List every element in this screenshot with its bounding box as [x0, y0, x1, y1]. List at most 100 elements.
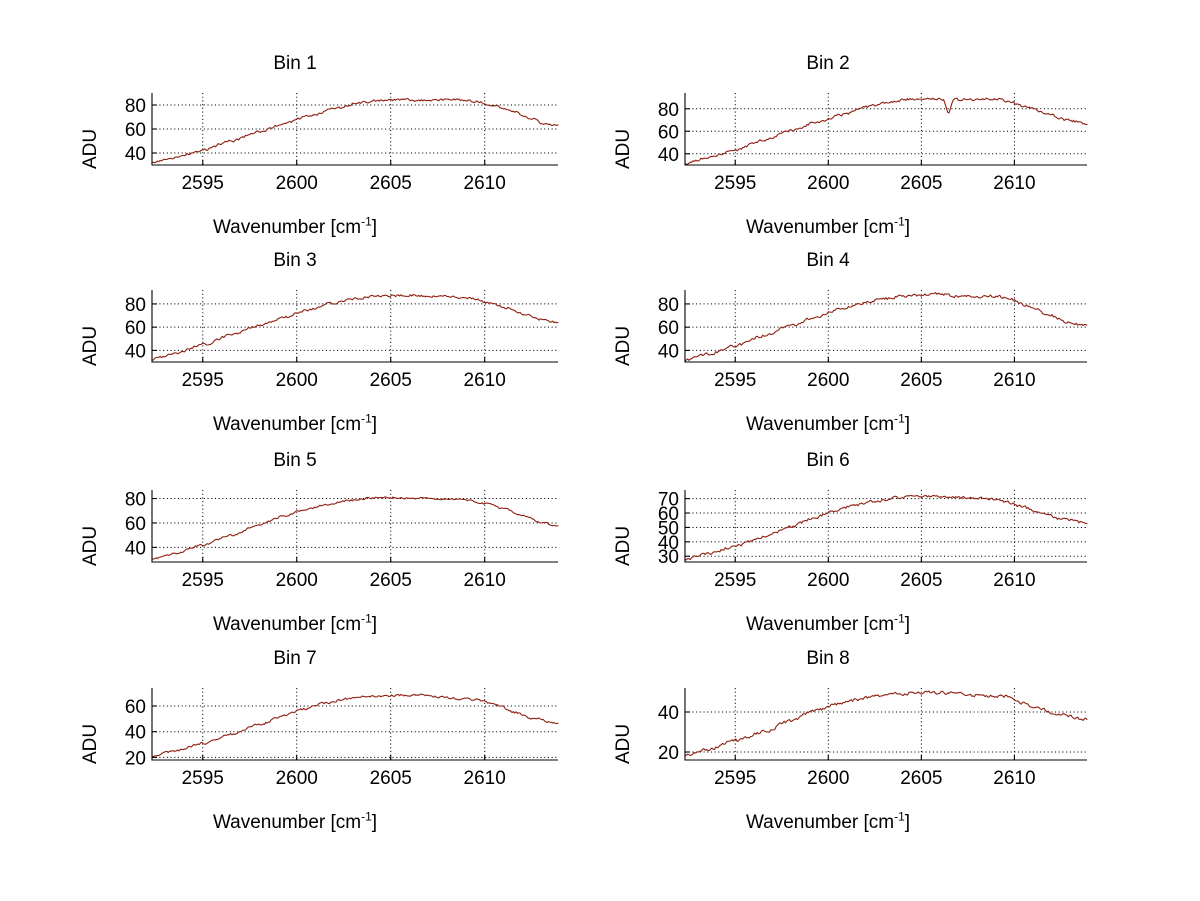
y-tick-label: 20: [125, 748, 146, 769]
x-tick-label: 2610: [993, 370, 1035, 391]
subplot-title-4: Bin 4: [806, 250, 850, 271]
y-tick-label: 80: [658, 295, 679, 316]
x-axis-label-1: Wavenumber [cm-1]: [30, 214, 560, 239]
x-axis-label-text: Wavenumber [cm: [745, 414, 895, 435]
subplot-title-7: Bin 7: [273, 648, 317, 669]
y-tick-label: 60: [658, 122, 679, 143]
subplot-panel-4: Bin 4 ADU Wavenumber [cm-1] 40 60 80 2595 2600 2…: [563, 250, 1093, 460]
spectrum-plot-8: 20 40 2595 2600 2605 2610: [658, 688, 1088, 789]
y-tick-label: 60: [125, 697, 146, 718]
x-axis-label-text: Wavenumber [cm: [745, 812, 895, 833]
x-axis-label-text: Wavenumber [cm: [212, 414, 362, 435]
x-tick-label: 2605: [900, 768, 942, 789]
subplot-title-1: Bin 1: [273, 53, 317, 74]
x-axis-label-exponent: -1: [894, 611, 905, 626]
y-tick-label: 40: [658, 341, 679, 362]
subplot-title-3: Bin 3: [273, 250, 317, 271]
x-tick-label: 2605: [900, 570, 942, 591]
x-tick-label: 2610: [464, 570, 506, 591]
axis-spines: [684, 490, 1087, 563]
x-tick-label: 2600: [276, 370, 318, 391]
spectrum-plot-7: 20 40 60 2595 2600 2605 2610: [125, 688, 559, 789]
x-axis-label-bracket: ]: [904, 614, 911, 635]
subplot-panel-7: Bin 7 ADU Wavenumber [cm-1] 20 40 60 2595 2600 2…: [30, 648, 560, 858]
y-tick-label: 40: [658, 703, 679, 724]
axis-spines: [684, 93, 1087, 166]
spectrum-plot-1: 40 60 80 2595 2600 2605 2610: [125, 93, 559, 194]
x-tick-label: 2600: [807, 173, 849, 194]
subplot-panel-6: Bin 6 ADU Wavenumber [cm-1] 30 40 50 60 70 2595 2…: [563, 450, 1093, 660]
x-axis-label-exponent: -1: [361, 214, 372, 229]
x-tick-label: 2600: [807, 570, 849, 591]
y-tick-label: 40: [658, 145, 679, 166]
y-tick-label: 30: [658, 547, 679, 568]
x-tick-label: 2595: [182, 173, 224, 194]
spectrum-underlay: [151, 693, 559, 758]
spectrum-line-6: [684, 494, 1088, 561]
x-axis-label-6: Wavenumber [cm-1]: [563, 611, 1093, 636]
x-tick-label: 2610: [464, 173, 506, 194]
x-axis-label-text: Wavenumber [cm: [212, 217, 362, 238]
x-axis-label-3: Wavenumber [cm-1]: [30, 411, 560, 436]
x-axis-label-bracket: ]: [371, 217, 378, 238]
axis-spines: [151, 490, 558, 563]
x-axis-label-bracket: ]: [371, 614, 378, 635]
x-tick-label: 2595: [182, 370, 224, 391]
y-tick-label: 80: [125, 295, 146, 316]
subplot-panel-1: Bin 1 ADU Wavenumber [cm-1] 40 60 80 2595 2600 2…: [30, 53, 560, 263]
subplot-title-5: Bin 5: [273, 450, 317, 471]
x-tick-label: 2600: [276, 173, 318, 194]
x-axis-label-2: Wavenumber [cm-1]: [563, 214, 1093, 239]
x-tick-label: 2595: [182, 570, 224, 591]
y-tick-label: 40: [125, 538, 146, 559]
x-tick-label: 2610: [993, 173, 1035, 194]
x-axis-label-bracket: ]: [371, 414, 378, 435]
x-axis-label-text: Wavenumber [cm: [212, 614, 362, 635]
spectrum-line-4: [684, 292, 1088, 362]
x-tick-label: 2605: [370, 173, 412, 194]
y-tick-label: 80: [125, 96, 146, 117]
axis-spines: [151, 93, 558, 166]
x-tick-label: 2610: [464, 370, 506, 391]
spectrum-line-8: [684, 690, 1088, 756]
x-axis-label-bracket: ]: [904, 812, 911, 833]
x-axis-label-exponent: -1: [894, 214, 905, 229]
axis-spines: [684, 290, 1087, 363]
x-axis-label-7: Wavenumber [cm-1]: [30, 811, 560, 834]
spectrum-line-3: [151, 294, 559, 361]
x-axis-label-8: Wavenumber [cm-1]: [563, 811, 1093, 834]
subplot-panel-5: Bin 5 ADU Wavenumber [cm-1] 40 60 80 2595 2600 2…: [30, 450, 560, 660]
x-tick-label: 2610: [993, 768, 1035, 789]
y-tick-label: 50: [658, 518, 679, 539]
x-tick-label: 2595: [714, 370, 756, 391]
x-tick-label: 2595: [714, 570, 756, 591]
axis-spines: [151, 290, 558, 363]
x-tick-label: 2600: [807, 370, 849, 391]
subplot-panel-8: Bin 8 ADU Wavenumber [cm-1] 20 40 2595 2600 260…: [563, 648, 1093, 858]
subplot-title-8: Bin 8: [806, 648, 850, 669]
y-tick-label: 60: [658, 504, 679, 525]
x-tick-label: 2595: [714, 768, 756, 789]
x-tick-label: 2600: [807, 768, 849, 789]
y-tick-label: 80: [125, 490, 146, 511]
subplot-title-2: Bin 2: [806, 53, 850, 74]
spectrum-underlay: [684, 690, 1088, 756]
x-tick-label: 2605: [370, 768, 412, 789]
y-tick-label: 60: [125, 514, 146, 535]
x-axis-label-text: Wavenumber [cm: [745, 217, 895, 238]
x-axis-label-text: Wavenumber [cm: [745, 614, 895, 635]
spectrum-line-2: [684, 97, 1088, 165]
x-axis-label-exponent: -1: [361, 411, 372, 426]
subplot-title-6: Bin 6: [806, 450, 850, 471]
x-axis-label-bracket: ]: [904, 217, 911, 238]
spectrum-plot-5: 40 60 80 2595 2600 2605 2610: [125, 490, 559, 591]
y-tick-label: 80: [658, 100, 679, 121]
x-tick-label: 2600: [276, 570, 318, 591]
axis-spines: [151, 688, 558, 761]
y-tick-label: 40: [658, 533, 679, 554]
spectrum-line-5: [151, 496, 559, 560]
x-axis-label-bracket: ]: [904, 414, 911, 435]
x-tick-label: 2610: [993, 570, 1035, 591]
x-tick-label: 2610: [464, 768, 506, 789]
